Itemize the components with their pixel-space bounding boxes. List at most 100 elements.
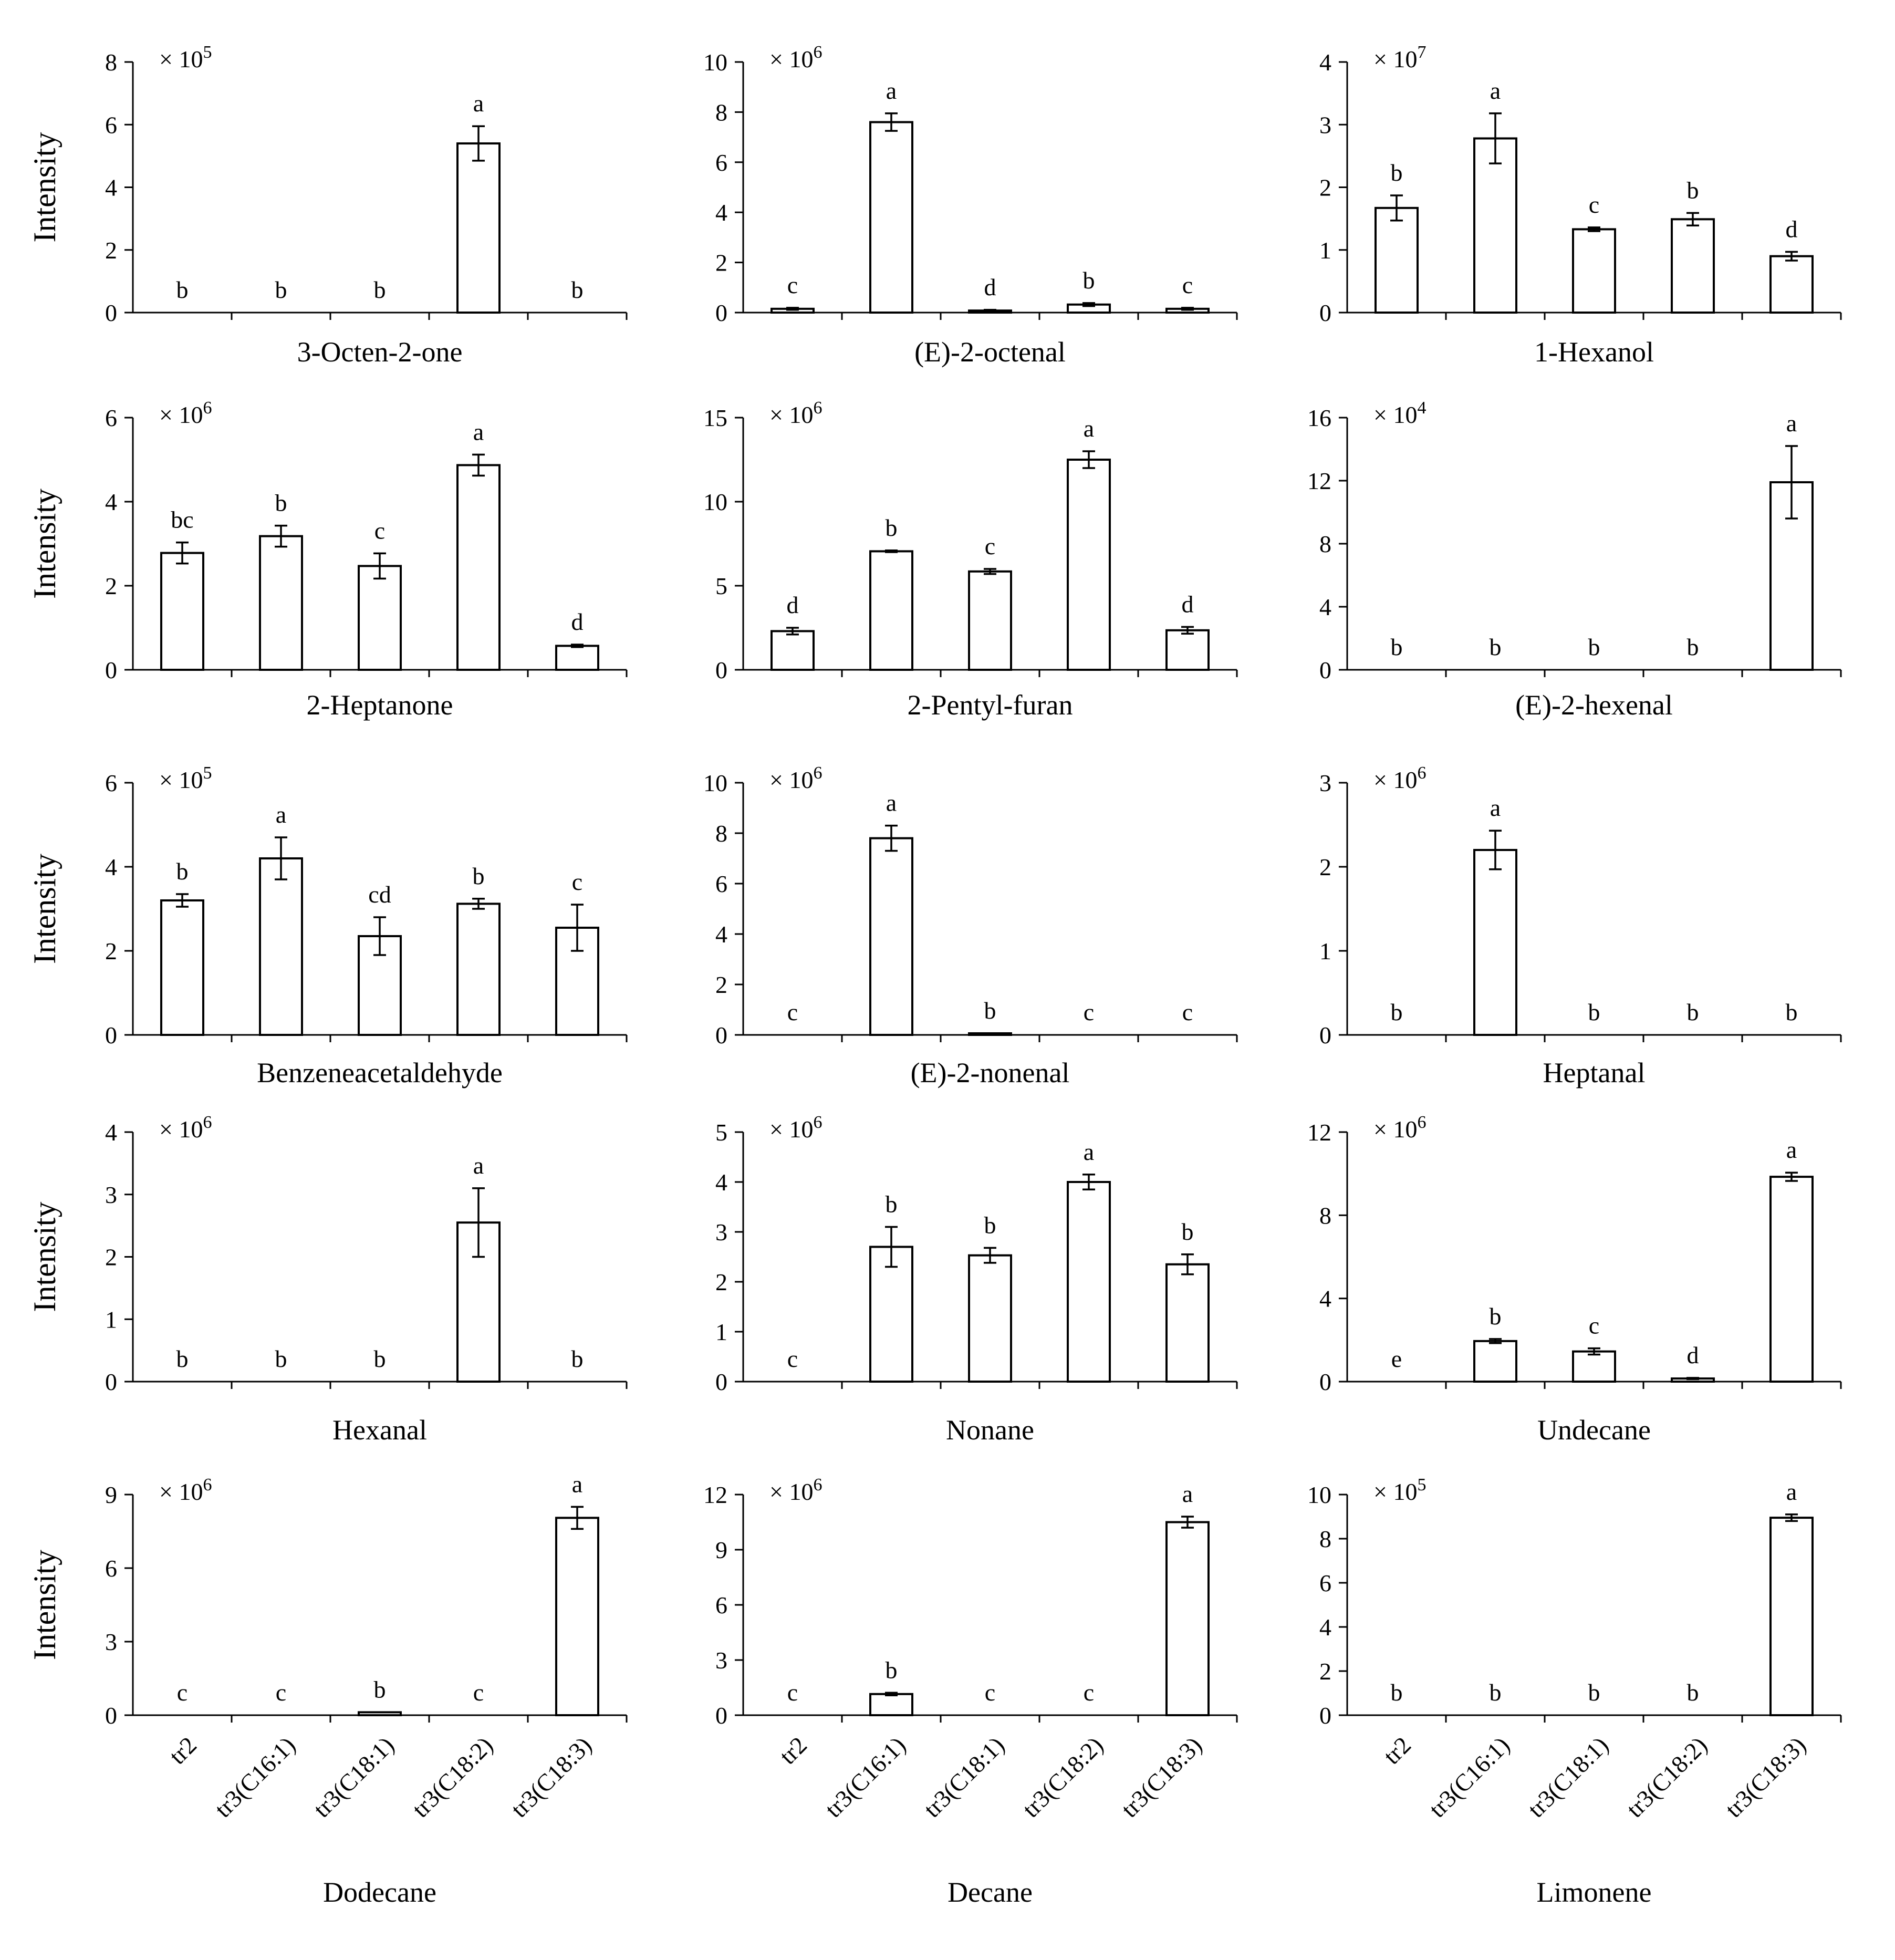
panel-title: Decane [948,1876,1033,1908]
y-tick-label: 6 [715,870,727,897]
y-tick-label: 0 [105,299,117,326]
y-tick-label: 8 [715,820,727,847]
significance-letter: b [275,276,287,303]
y-tick-label: 4 [1319,594,1331,620]
panel-title: Limonene [1537,1876,1652,1908]
significance-letter: b [1687,177,1699,203]
significance-letter: a [1786,1478,1797,1505]
error-bar [571,644,584,648]
bar-tr3-c18-3 [1769,1517,1814,1717]
bar-tr3-c18-1 [1572,1350,1616,1383]
error-bar [176,541,189,565]
panel-e-2-octenal: 0 2 4 6 8 10 × 106 c a d b c (E)-2-octenal [703,43,1238,368]
y-tick-label: 0 [715,1702,727,1729]
significance-letter: b [374,276,386,303]
significance-letter: b [1588,999,1600,1025]
y-tick-label: 2 [715,971,727,998]
error-bar [786,307,799,311]
category-label: tr3(C18:3) [506,1731,597,1822]
y-tick-label: 0 [1319,1368,1331,1395]
y-axis-label: Intensity [27,132,62,243]
error-bar [984,1247,996,1264]
significance-letter: c [1182,272,1193,298]
panel-e-2-hexenal: 0 4 8 12 16 × 104 b b b b a (E)-2-hexenal [1307,398,1842,721]
significance-letter: c [787,999,798,1025]
significance-letter: b [1490,1679,1502,1706]
error-bar [472,453,485,477]
y-tick-label: 1 [1319,938,1331,965]
category-label: tr2 [164,1731,202,1769]
y-tick-label: 16 [1307,405,1331,431]
significance-letter: e [1391,1345,1402,1372]
panel-title: Hexanal [332,1414,427,1446]
bar-tr3-c18-3 [555,645,599,671]
y-tick-label: 0 [105,657,117,683]
error-bar [1489,829,1502,870]
category-label: tr3(C16:1) [820,1731,911,1822]
error-bar [275,524,287,548]
bar-tr3-c16-1 [869,1693,913,1716]
bar-tr3-c18-1 [358,565,402,671]
bar-tr3-c18-3 [1769,1176,1814,1383]
significance-letter: a [1490,794,1501,821]
panel-undecane: 0 4 8 12 × 106 e b c d a Undecane [1307,1113,1842,1446]
y-tick-label: 0 [715,299,727,326]
y-tick-label: 10 [703,49,727,76]
bar-tr2 [160,899,204,1036]
significance-letter: b [984,997,996,1024]
significance-letter: d [787,592,799,618]
y-tick-label: 3 [715,1219,727,1246]
significance-letter: b [886,1656,898,1683]
error-bar [1181,307,1194,311]
y-tick-label: 1 [715,1319,727,1345]
category-label: tr3(C18:3) [1720,1731,1811,1822]
scale-factor-label: × 105 [1373,1475,1426,1505]
significance-letter: b [275,490,287,516]
y-tick-label: 3 [105,1181,117,1208]
panel-benzeneacetaldehyde: 0 2 4 6 × 105 b a cd b c Intensity Benzeneacetaldeh… [27,763,628,1088]
significance-letter: b [1490,634,1502,660]
scale-factor-label: × 105 [159,763,212,793]
y-tick-label: 12 [1307,1119,1331,1146]
scale-factor-label: × 104 [1373,398,1426,428]
bar-tr3-c16-1 [869,1246,913,1383]
panel-hexanal: 0 1 2 3 4 × 106 b b b a b Intensity Hexanal [27,1113,628,1446]
panel-3-octen-2-one: 0 2 4 6 8 × 105 b b b a b Intensity 3-Octen-2-one [27,43,628,368]
error-bar [1785,251,1798,262]
error-bar [1181,1253,1194,1275]
bar-tr3-c16-1 [259,857,303,1036]
y-tick-label: 5 [715,573,727,599]
y-tick-label: 2 [105,237,117,264]
bar-tr3-c18-1 [968,1032,1012,1036]
error-bar [1181,1516,1194,1529]
y-tick-label: 2 [105,1244,117,1271]
scale-factor-label: × 106 [1373,763,1426,793]
y-tick-label: 0 [105,1702,117,1729]
category-label: tr3(C18:1) [1523,1731,1613,1822]
significance-letter: bc [171,506,193,533]
y-tick-label: 4 [1319,49,1331,76]
error-bar [885,112,898,132]
panel-e-2-nonenal: 0 2 4 6 8 10 × 106 c a b c c (E)-2-nonenal [703,763,1238,1088]
significance-letter: a [473,418,484,445]
y-tick-label: 10 [703,489,727,515]
bar-tr3-c16-1 [1473,1340,1517,1383]
y-axis-label: Intensity [27,1202,62,1312]
y-tick-label: 4 [1319,1285,1331,1312]
y-tick-label: 0 [715,1022,727,1049]
error-bar [1181,626,1194,635]
y-tick-label: 8 [1319,531,1331,557]
significance-letter: a [473,1152,484,1179]
significance-letter: c [1084,999,1094,1025]
scale-factor-label: × 106 [159,398,212,428]
significance-letter: b [1391,1679,1403,1706]
bar-tr3-c18-3 [555,1517,599,1716]
significance-letter: c [1589,191,1599,218]
significance-letter: b [1687,1679,1699,1706]
significance-letter: b [1687,999,1699,1025]
y-tick-label: 15 [703,405,727,431]
scale-factor-label: × 106 [159,1475,212,1505]
y-tick-label: 9 [715,1537,727,1563]
y-tick-label: 3 [1319,770,1331,796]
y-tick-label: 12 [1307,468,1331,494]
